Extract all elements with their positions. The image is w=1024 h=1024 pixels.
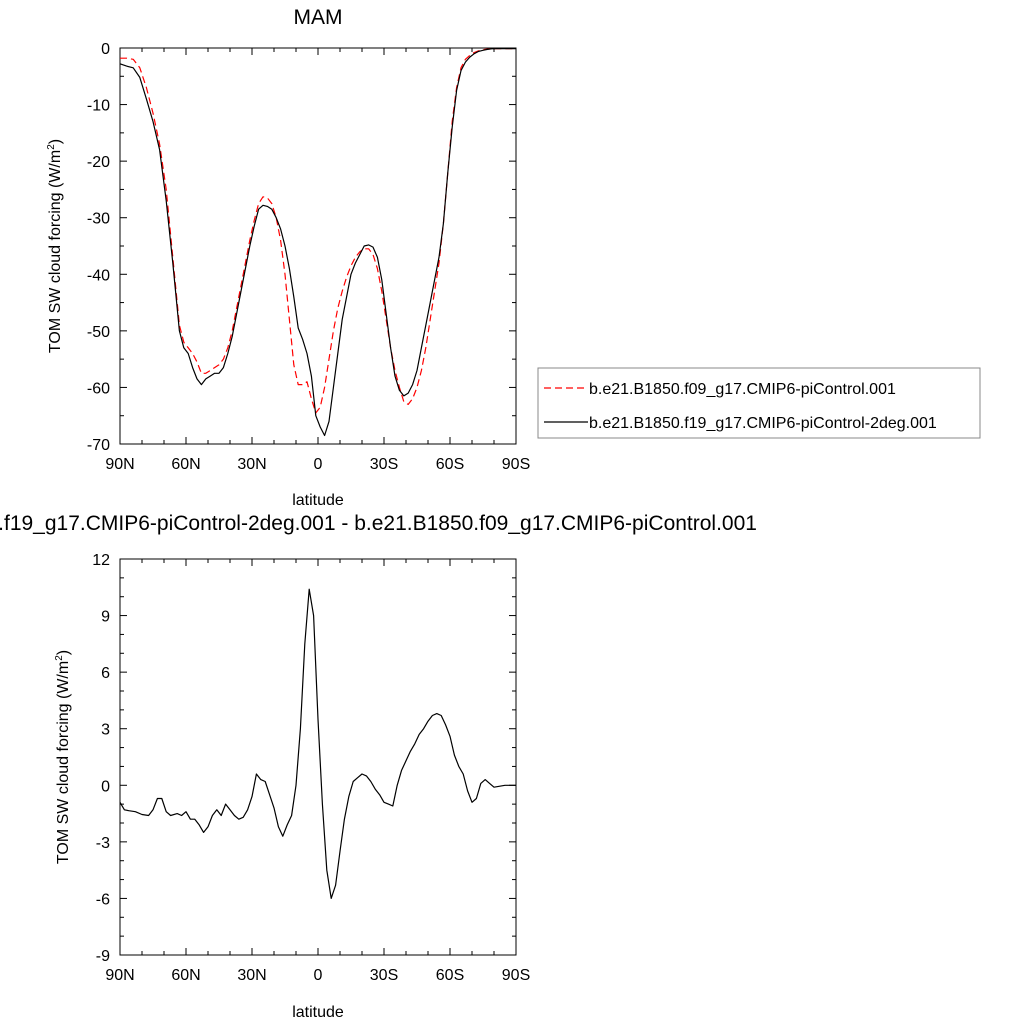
top-y-ticks: 0 -10 -20 -30 -40 -50 -60 -70: [87, 41, 516, 454]
x-tick-label: 60S: [436, 967, 464, 984]
bottom-y-axis-label-end: ): [55, 650, 72, 655]
legend-label-series-0: b.e21.B1850.f09_g17.CMIP6-piControl.001: [589, 381, 896, 398]
y-tick-label: -60: [87, 380, 110, 397]
top-panel: MAM 90N 60N 30N 0 30S 60S 90S 0 -10 -20 -30 -40 -50…: [46, 6, 981, 509]
y-tick-label: -9: [96, 948, 110, 965]
x-tick-label: 0: [314, 967, 323, 984]
x-tick-label: 90N: [105, 456, 134, 473]
top-legend: b.e21.B1850.f09_g17.CMIP6-piControl.001 …: [537, 367, 981, 439]
bottom-y-axis-label-text: TOM SW cloud forcing (W/m: [55, 661, 72, 864]
x-tick-label: 60S: [436, 456, 464, 473]
top-chart-title: MAM: [294, 6, 343, 29]
y-tick-label: -30: [87, 211, 110, 228]
y-tick-label: -20: [87, 154, 110, 171]
bottom-panel: b.e21.B1850.f19_g17.CMIP6-piControl-2deg…: [0, 512, 757, 1021]
x-tick-label: 30N: [237, 456, 266, 473]
x-tick-label: 90S: [502, 456, 530, 473]
x-tick-label: 30S: [370, 456, 398, 473]
x-tick-label: 60N: [171, 456, 200, 473]
y-tick-label: 0: [101, 41, 110, 58]
top-series-lines: [119, 47, 516, 437]
bottom-y-axis-label: TOM SW cloud forcing (W/m2): [54, 650, 72, 864]
bottom-plot-frame: [119, 558, 517, 956]
y-tick-label: -50: [87, 324, 110, 341]
y-tick-label: 9: [101, 609, 110, 626]
top-y-axis-label: TOM SW cloud forcing (W/m2): [46, 139, 64, 353]
x-tick-label: 30N: [237, 967, 266, 984]
bottom-chart-title: b.e21.B1850.f19_g17.CMIP6-piControl-2deg…: [0, 512, 757, 535]
y-tick-label: 0: [101, 778, 110, 795]
bottom-x-ticks: 90N 60N 30N 0 30S 60S 90S: [105, 559, 530, 984]
bottom-y-axis-label-sup: 2: [54, 655, 65, 661]
y-tick-label: 12: [92, 552, 110, 569]
legend-label-series-1: b.e21.B1850.f19_g17.CMIP6-piControl-2deg…: [589, 415, 937, 432]
top-y-axis-label-sup: 2: [46, 144, 57, 150]
y-tick-label: -40: [87, 267, 110, 284]
bottom-x-axis-label: latitude: [292, 1004, 344, 1021]
top-x-ticks: 90N 60N 30N 0 30S 60S 90S: [105, 48, 530, 473]
x-tick-label: 60N: [171, 967, 200, 984]
y-tick-label: 3: [101, 722, 110, 739]
legend-box: [537, 367, 981, 439]
x-tick-label: 90S: [502, 967, 530, 984]
y-tick-label: -10: [87, 98, 110, 115]
x-tick-label: 0: [314, 456, 323, 473]
top-plot-frame: [119, 47, 517, 445]
series-line-0: [119, 588, 516, 900]
bottom-y-ticks: 12 9 6 3 0 -3 -6 -9: [92, 552, 516, 965]
y-tick-label: -3: [96, 835, 110, 852]
x-tick-label: 30S: [370, 967, 398, 984]
bottom-series-lines: [119, 588, 516, 900]
top-y-axis-label-text: TOM SW cloud forcing (W/m: [47, 150, 64, 353]
top-y-axis-label-end: ): [47, 139, 64, 144]
series-line-1: [119, 47, 516, 437]
series-line-0: [120, 47, 516, 414]
y-tick-label: -6: [96, 891, 110, 908]
y-tick-label: -70: [87, 437, 110, 454]
x-tick-label: 90N: [105, 967, 134, 984]
y-tick-label: 6: [101, 665, 110, 682]
top-x-axis-label: latitude: [292, 492, 344, 509]
